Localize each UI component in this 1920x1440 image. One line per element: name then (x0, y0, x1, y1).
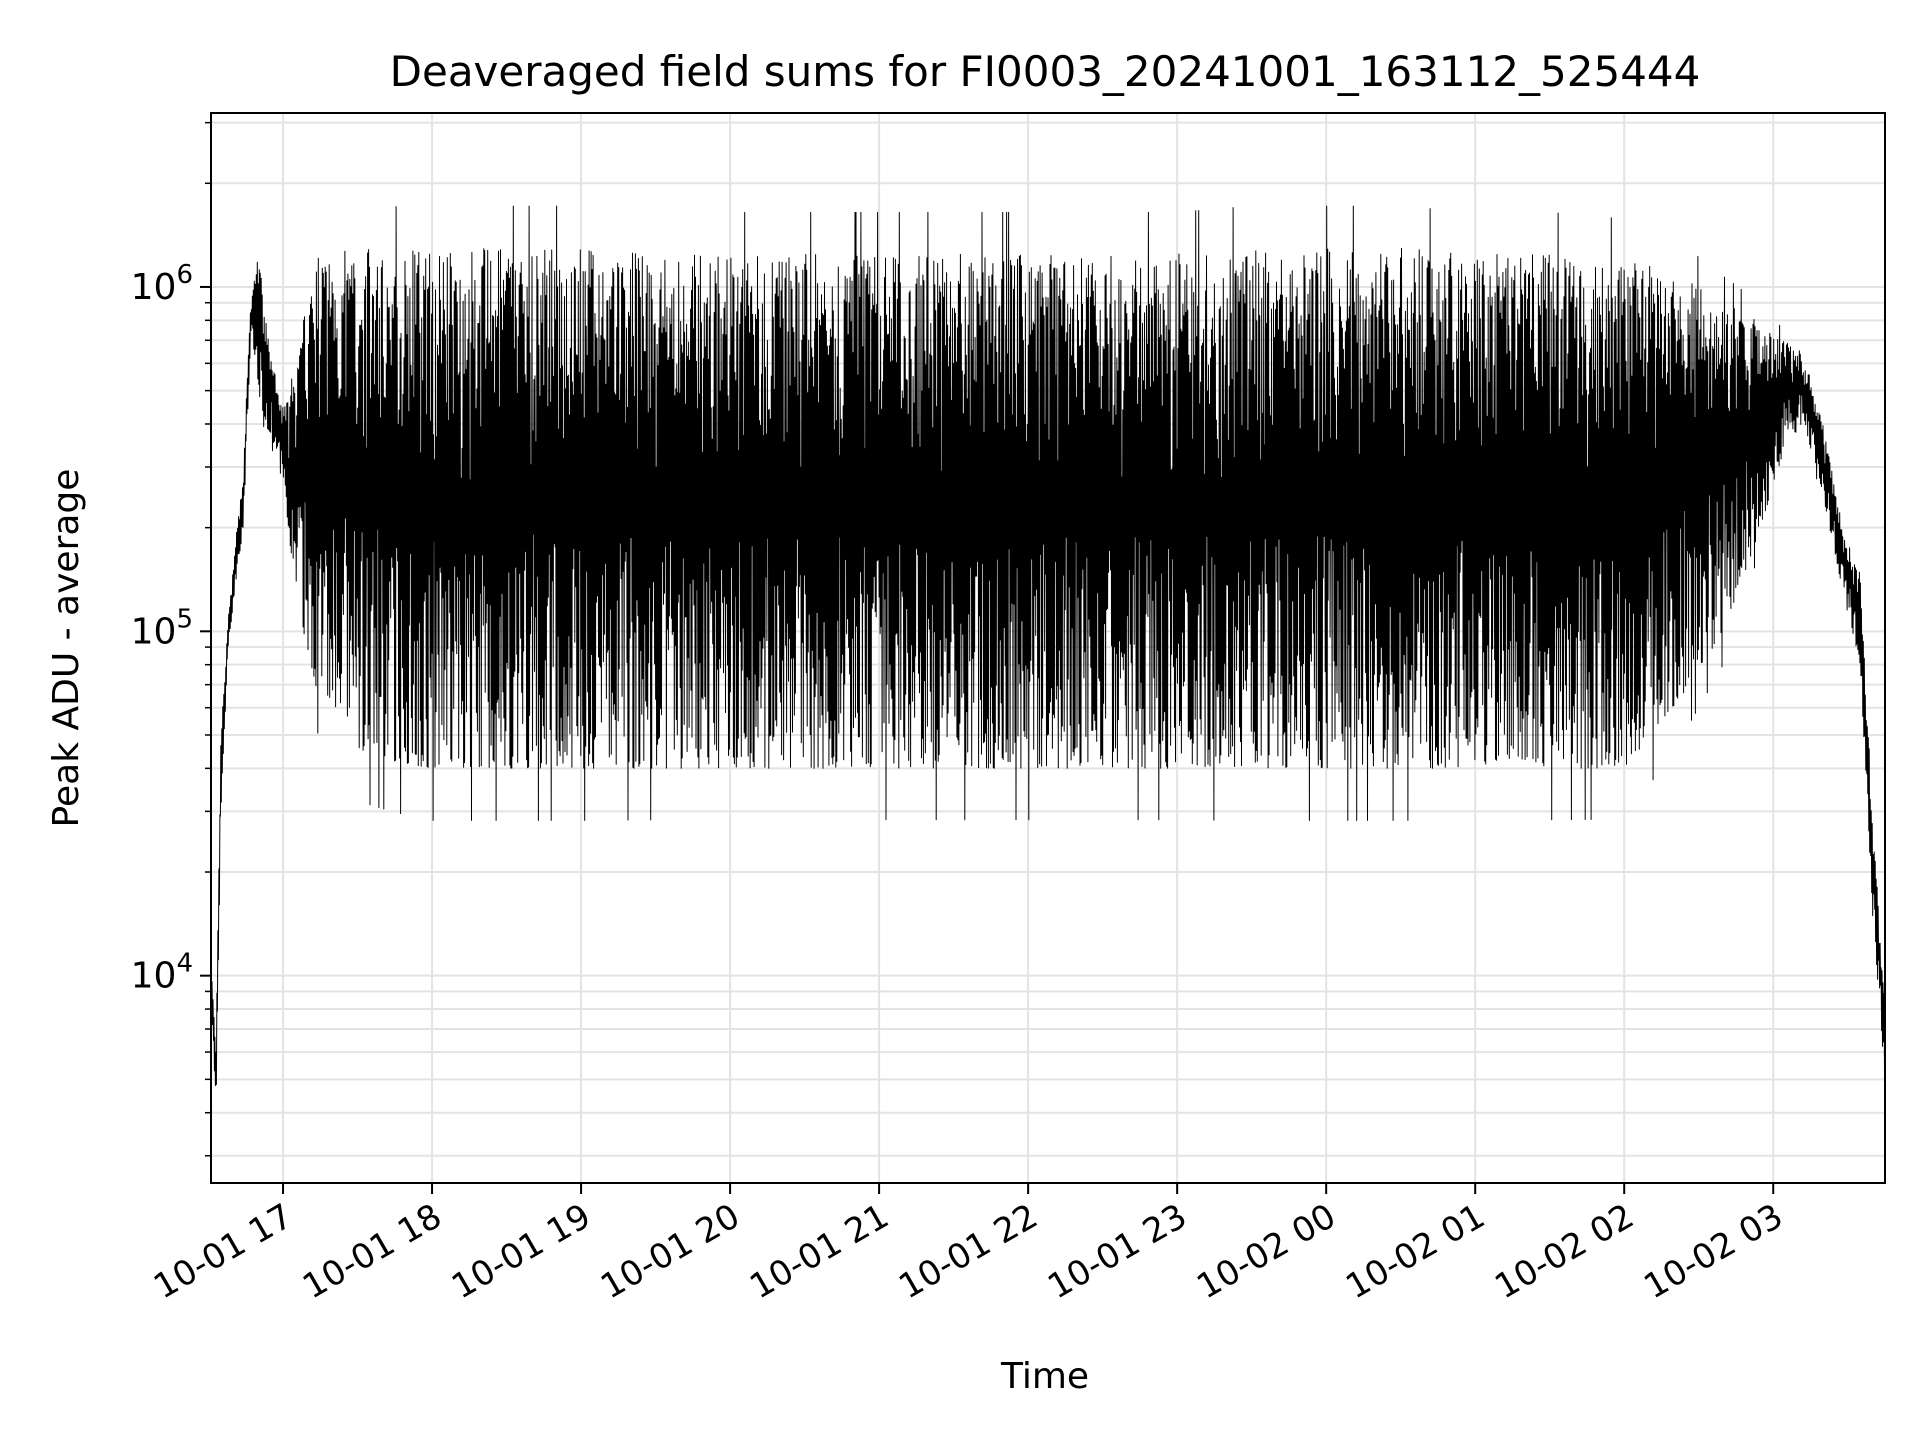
x-axis-label: Time (1000, 1356, 1089, 1397)
y-tick-label: 104 (131, 949, 193, 997)
y-axis-label: Peak ADU - average (46, 469, 87, 828)
y-tick-label: 105 (131, 604, 193, 652)
y-axis: 104 105 106 (131, 121, 211, 1157)
plot-frame (210, 112, 1886, 1184)
y-tick-label: 106 (131, 260, 193, 308)
series-line (210, 205, 1886, 1087)
chart-title: Deaveraged field sums for FI0003_2024100… (390, 47, 1701, 96)
